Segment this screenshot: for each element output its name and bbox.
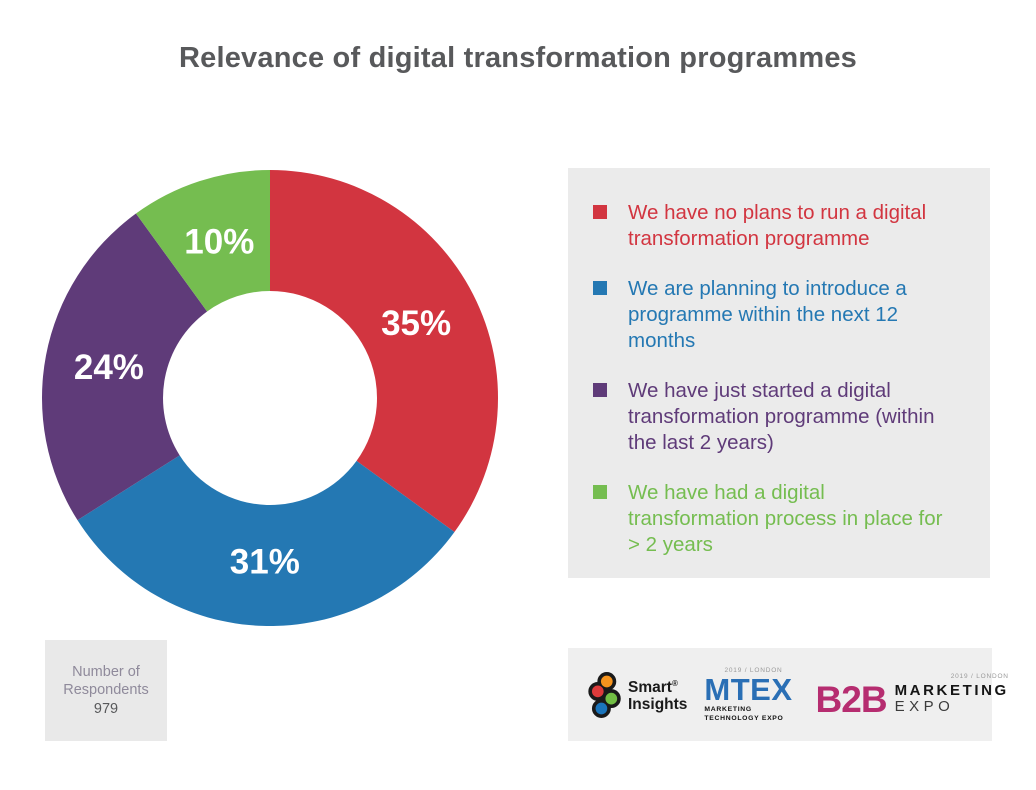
respondents-value: 979 (93, 701, 119, 717)
donut-chart-svg: 35% 31% 24% 10% (41, 170, 499, 627)
donut-slice-value-label-2: 24% (74, 348, 144, 387)
donut-slice-1 (77, 455, 455, 627)
smart-insights-wordmark: Smart® Insights (628, 676, 687, 712)
legend-label: We are planning to introduce a programme… (628, 277, 907, 352)
legend-label: We have no plans to run a digital transf… (628, 201, 927, 250)
b2b-expo-text: EXPO (894, 698, 955, 715)
legend-item-planning-12-months: We are planning to introduce a programme… (593, 276, 965, 354)
donut-slice-0 (270, 170, 499, 533)
legend-swatch-purple (593, 383, 607, 397)
legend-item-just-started: We have just started a digital transform… (593, 378, 965, 456)
smart-insights-icon (588, 671, 621, 718)
donut-slice-value-label-0: 35% (381, 304, 451, 343)
legend-label: We have had a digital transformation pro… (628, 481, 943, 556)
b2b-marketing-text: MARKETING (894, 682, 1009, 699)
legend-item-in-place-2-years: We have had a digital transformation pro… (593, 480, 965, 558)
mtex-wordmark: MTEX (704, 671, 793, 707)
mtex-year-location: 2019 / LONDON (724, 666, 783, 674)
donut-slice-value-label-3: 10% (184, 223, 254, 262)
legend-swatch-green (593, 485, 607, 499)
page-title: Relevance of digital transformation prog… (179, 42, 857, 74)
smart-insights-name1: Smart (628, 679, 672, 697)
mtex-subtitle: MARKETING TECHNOLOGY EXPO (704, 705, 784, 722)
legend-swatch-red (593, 205, 607, 219)
b2b-wordmark: B2B (815, 679, 888, 720)
respondents-label: Number of Respondents (63, 664, 149, 698)
footer-logo-strip: Smart® Insights 2019 / LONDON MTEX MARKE… (568, 648, 1008, 741)
legend-label: We have just started a digital transform… (628, 379, 935, 454)
donut-slice-value-label-1: 31% (230, 542, 300, 581)
chart-legend: We have no plans to run a digital transf… (568, 168, 990, 578)
smart-insights-logo: Smart® Insights (587, 670, 687, 720)
respondents-box: Number of Respondents 979 (45, 640, 167, 741)
b2b-year-location: 2019 / LONDON (950, 673, 1009, 680)
b2b-marketing-expo-logo: B2B 2019 / LONDON MARKETING EXPO (815, 673, 1009, 720)
legend-item-no-plans: We have no plans to run a digital transf… (593, 200, 965, 252)
smart-insights-name2: Insights (628, 695, 688, 713)
donut-slice-3 (135, 170, 270, 312)
mtex-logo: 2019 / LONDON MTEX MARKETING TECHNOLOGY … (704, 667, 792, 723)
donut-slice-2 (41, 213, 208, 521)
donut-chart: 35% 31% 24% 10% (40, 166, 500, 630)
legend-swatch-blue (593, 281, 607, 295)
registered-trademark-symbol: ® (671, 679, 678, 689)
